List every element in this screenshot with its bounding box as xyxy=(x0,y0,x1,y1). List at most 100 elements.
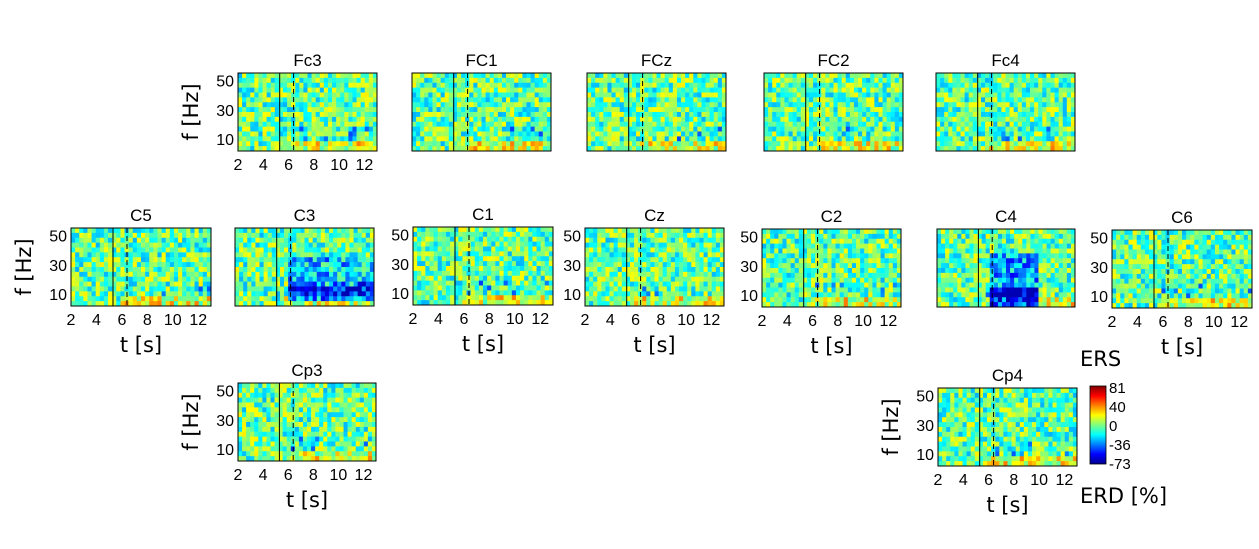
heatmap-cell xyxy=(238,87,243,93)
heatmap-cell xyxy=(548,236,554,243)
heatmap-cell xyxy=(287,82,292,89)
heatmap-cell xyxy=(808,97,814,103)
heatmap-cell xyxy=(420,97,425,103)
heatmap-cell xyxy=(108,291,113,297)
heatmap-cell xyxy=(169,252,175,258)
heatmap-cell xyxy=(173,228,179,234)
heatmap-cell xyxy=(507,295,513,301)
heatmap-cell xyxy=(417,285,422,291)
heatmap-cell xyxy=(849,97,855,103)
heatmap-cell xyxy=(312,252,318,258)
heatmap-cell xyxy=(99,291,105,297)
heatmap-cell xyxy=(477,73,482,79)
heatmap-cell xyxy=(825,131,830,137)
heatmap-cell xyxy=(336,73,341,79)
heatmap-cell xyxy=(1017,112,1023,118)
heatmap-cell xyxy=(701,73,706,79)
heatmap-cell xyxy=(540,266,546,272)
heatmap-cell xyxy=(424,116,429,123)
heatmap-cell xyxy=(1017,87,1023,93)
heatmap-cell xyxy=(538,116,544,123)
heatmap-cell xyxy=(849,77,855,84)
heatmap-cell xyxy=(345,286,350,292)
heatmap-cell xyxy=(707,276,713,283)
heatmap-cell xyxy=(705,126,711,132)
heatmap-cell xyxy=(344,107,349,113)
heatmap-cell xyxy=(428,73,433,79)
heatmap-cell xyxy=(501,82,507,89)
heatmap-cell xyxy=(345,232,350,239)
heatmap-cell xyxy=(685,107,690,113)
heatmap-cell xyxy=(141,286,146,292)
heatmap-cell xyxy=(528,241,533,247)
heatmap-cell xyxy=(361,267,367,273)
heatmap-cell xyxy=(772,107,777,113)
heatmap-cell xyxy=(254,92,259,98)
heatmap-cell xyxy=(437,275,443,282)
heatmap-cell xyxy=(697,87,702,93)
heatmap-c3 xyxy=(235,228,375,307)
heatmap-cell xyxy=(685,136,690,142)
heatmap-cell xyxy=(436,87,442,93)
heatmap-cell xyxy=(1046,107,1051,113)
heatmap-cell xyxy=(198,276,204,283)
heatmap-cell xyxy=(625,291,631,297)
heatmap-cell xyxy=(613,276,619,283)
heatmap-cell xyxy=(497,141,503,147)
heatmap-cell xyxy=(336,112,341,118)
heatmap-cell xyxy=(456,82,462,89)
heatmap-cell xyxy=(141,267,146,273)
heatmap-cell xyxy=(267,267,273,273)
heatmap-cell xyxy=(254,136,259,142)
heatmap-cell xyxy=(473,116,478,123)
heatmap-cell xyxy=(329,271,334,278)
heatmap-cell xyxy=(169,286,175,292)
heatmap-cell xyxy=(800,77,806,84)
heatmap-cell xyxy=(316,257,322,263)
heatmap-cell xyxy=(685,102,690,108)
heatmap-cell xyxy=(629,267,635,273)
heatmap-cell xyxy=(968,97,974,103)
heatmap-cell xyxy=(780,136,785,142)
heatmap-cell xyxy=(792,126,798,132)
heatmap-cell xyxy=(1025,92,1031,98)
heatmap-cell xyxy=(246,121,251,128)
heatmap-cell xyxy=(804,126,810,132)
heatmap-cell xyxy=(282,112,288,118)
heatmap-cell xyxy=(613,271,619,278)
heatmap-cell xyxy=(364,92,370,98)
heatmap-cell xyxy=(546,87,552,93)
heatmap-cell xyxy=(469,126,474,132)
heatmap-cell xyxy=(701,146,706,152)
heatmap-cell xyxy=(681,116,686,123)
heatmap-cell xyxy=(1025,141,1031,147)
heatmap-cell xyxy=(202,291,208,297)
heatmap-cell xyxy=(780,73,785,79)
heatmap-cell xyxy=(522,97,527,103)
heatmap-cell xyxy=(429,236,434,243)
heatmap-cell xyxy=(1038,131,1043,137)
heatmap-cell xyxy=(821,97,826,103)
heatmap-cell xyxy=(324,247,330,253)
heatmap-cell xyxy=(784,131,789,137)
heatmap-cell xyxy=(267,301,273,307)
heatmap-cell xyxy=(440,141,446,147)
heatmap-cell xyxy=(685,131,690,137)
heatmap-cell xyxy=(420,112,425,118)
heatmap-cell xyxy=(279,237,285,244)
heatmap-cell xyxy=(1038,112,1043,118)
heatmap-cell xyxy=(898,146,904,152)
heatmap-cell xyxy=(424,126,429,132)
heatmap-cell xyxy=(461,112,466,118)
heatmap-cell xyxy=(878,131,883,137)
heatmap-cell xyxy=(587,87,592,93)
heatmap-cell xyxy=(621,252,627,258)
heatmap-cell xyxy=(866,77,871,84)
heatmap-cell xyxy=(862,121,867,128)
heatmap-cell xyxy=(631,126,637,132)
heatmap-cell xyxy=(75,252,80,258)
heatmap-cell xyxy=(666,267,672,273)
heatmap-cell xyxy=(701,136,706,142)
heatmap-cell xyxy=(440,146,446,152)
heatmap-cell xyxy=(894,146,900,152)
